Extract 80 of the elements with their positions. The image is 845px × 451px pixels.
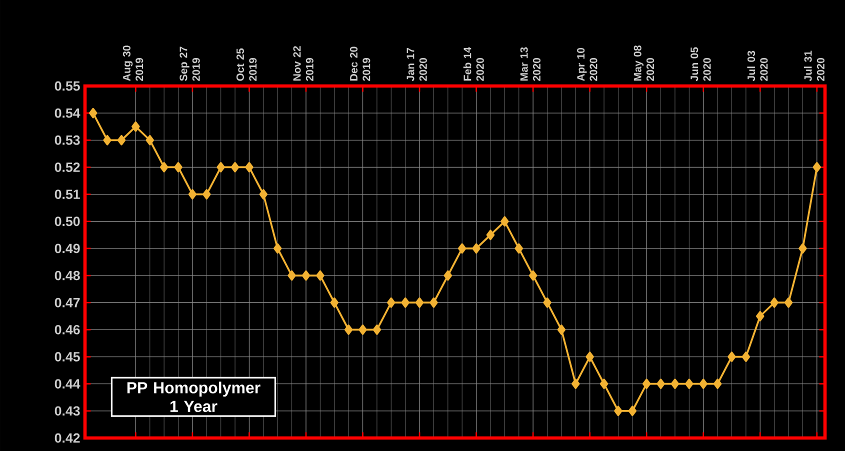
point bbox=[430, 297, 438, 308]
x-tick-label: Nov 22 2019 bbox=[293, 46, 314, 81]
point bbox=[273, 243, 282, 254]
point bbox=[372, 324, 382, 335]
point bbox=[812, 162, 822, 172]
x-tick-label: Oct 25 2019 bbox=[236, 48, 257, 81]
annotation: PP Homopolymer 1 Year bbox=[127, 382, 260, 412]
point bbox=[728, 352, 736, 362]
point bbox=[316, 270, 324, 281]
point bbox=[188, 189, 197, 200]
point bbox=[444, 270, 452, 281]
point bbox=[514, 243, 524, 254]
point bbox=[628, 406, 637, 416]
point bbox=[202, 189, 211, 200]
point bbox=[103, 134, 112, 146]
x-tick-label: May 08 2020 bbox=[634, 45, 654, 81]
y-tick-label: 0.50 bbox=[54, 216, 80, 226]
y-tick-label: 0.43 bbox=[54, 406, 80, 416]
point bbox=[230, 162, 240, 172]
point bbox=[528, 270, 538, 281]
y-tick-label: 0.47 bbox=[54, 298, 80, 308]
x-tick-label: Jul 31 2020 bbox=[804, 50, 824, 82]
point bbox=[685, 378, 694, 390]
x-tick-label: Jan 17 2020 bbox=[406, 48, 427, 82]
x-tick-label: Jul 03 2020 bbox=[747, 50, 768, 82]
point bbox=[770, 297, 778, 308]
point bbox=[415, 297, 424, 308]
x-tick-label: Jun 05 2020 bbox=[690, 47, 711, 82]
point bbox=[288, 270, 296, 281]
point bbox=[302, 270, 310, 281]
y-tick-label: 0.49 bbox=[54, 244, 80, 254]
point bbox=[387, 297, 396, 308]
y-tick-label: 0.54 bbox=[54, 108, 80, 118]
point bbox=[642, 378, 651, 390]
y-tick-label: 0.46 bbox=[54, 324, 80, 334]
y-tick-label: 0.53 bbox=[54, 135, 80, 145]
point bbox=[344, 324, 353, 335]
y-tick-label: 0.45 bbox=[54, 352, 80, 362]
point bbox=[486, 230, 495, 240]
point bbox=[472, 243, 480, 254]
point bbox=[784, 297, 793, 308]
point bbox=[699, 378, 708, 390]
point bbox=[713, 378, 722, 390]
y-tick-label: 0.52 bbox=[54, 162, 80, 172]
point bbox=[160, 162, 168, 172]
point bbox=[600, 378, 608, 390]
point bbox=[742, 352, 750, 362]
point bbox=[245, 162, 254, 172]
point bbox=[614, 406, 622, 416]
y-tick-label: 0.44 bbox=[54, 379, 80, 389]
point bbox=[216, 162, 225, 172]
x-tick-label: Dec 20 2019 bbox=[350, 46, 370, 81]
point bbox=[543, 297, 552, 308]
point bbox=[117, 134, 126, 146]
x-tick-label: Sep 27 2019 bbox=[180, 46, 200, 81]
point bbox=[500, 216, 509, 227]
point bbox=[259, 189, 268, 200]
point bbox=[401, 297, 410, 308]
point bbox=[557, 324, 566, 335]
y-tick-label: 0.48 bbox=[54, 270, 80, 280]
point bbox=[146, 134, 154, 146]
x-tick-label: Mar 13 2020 bbox=[520, 47, 541, 81]
point bbox=[572, 378, 580, 390]
point bbox=[586, 352, 594, 362]
point bbox=[132, 121, 140, 132]
y-tick-label: 0.42 bbox=[54, 433, 80, 443]
point bbox=[656, 378, 665, 390]
point bbox=[358, 324, 367, 335]
x-tick-label: Aug 30 2019 bbox=[122, 46, 144, 82]
y-tick-label: 0.55 bbox=[54, 81, 80, 91]
point bbox=[330, 297, 339, 308]
point bbox=[756, 310, 764, 322]
point bbox=[458, 243, 466, 254]
point bbox=[174, 162, 182, 172]
point bbox=[88, 108, 98, 118]
point bbox=[798, 243, 807, 254]
x-tick-label: Feb 14 2020 bbox=[463, 46, 484, 81]
y-tick-label: 0.51 bbox=[54, 190, 80, 200]
point bbox=[670, 378, 680, 390]
x-tick-label: Apr 10 2020 bbox=[577, 48, 598, 82]
